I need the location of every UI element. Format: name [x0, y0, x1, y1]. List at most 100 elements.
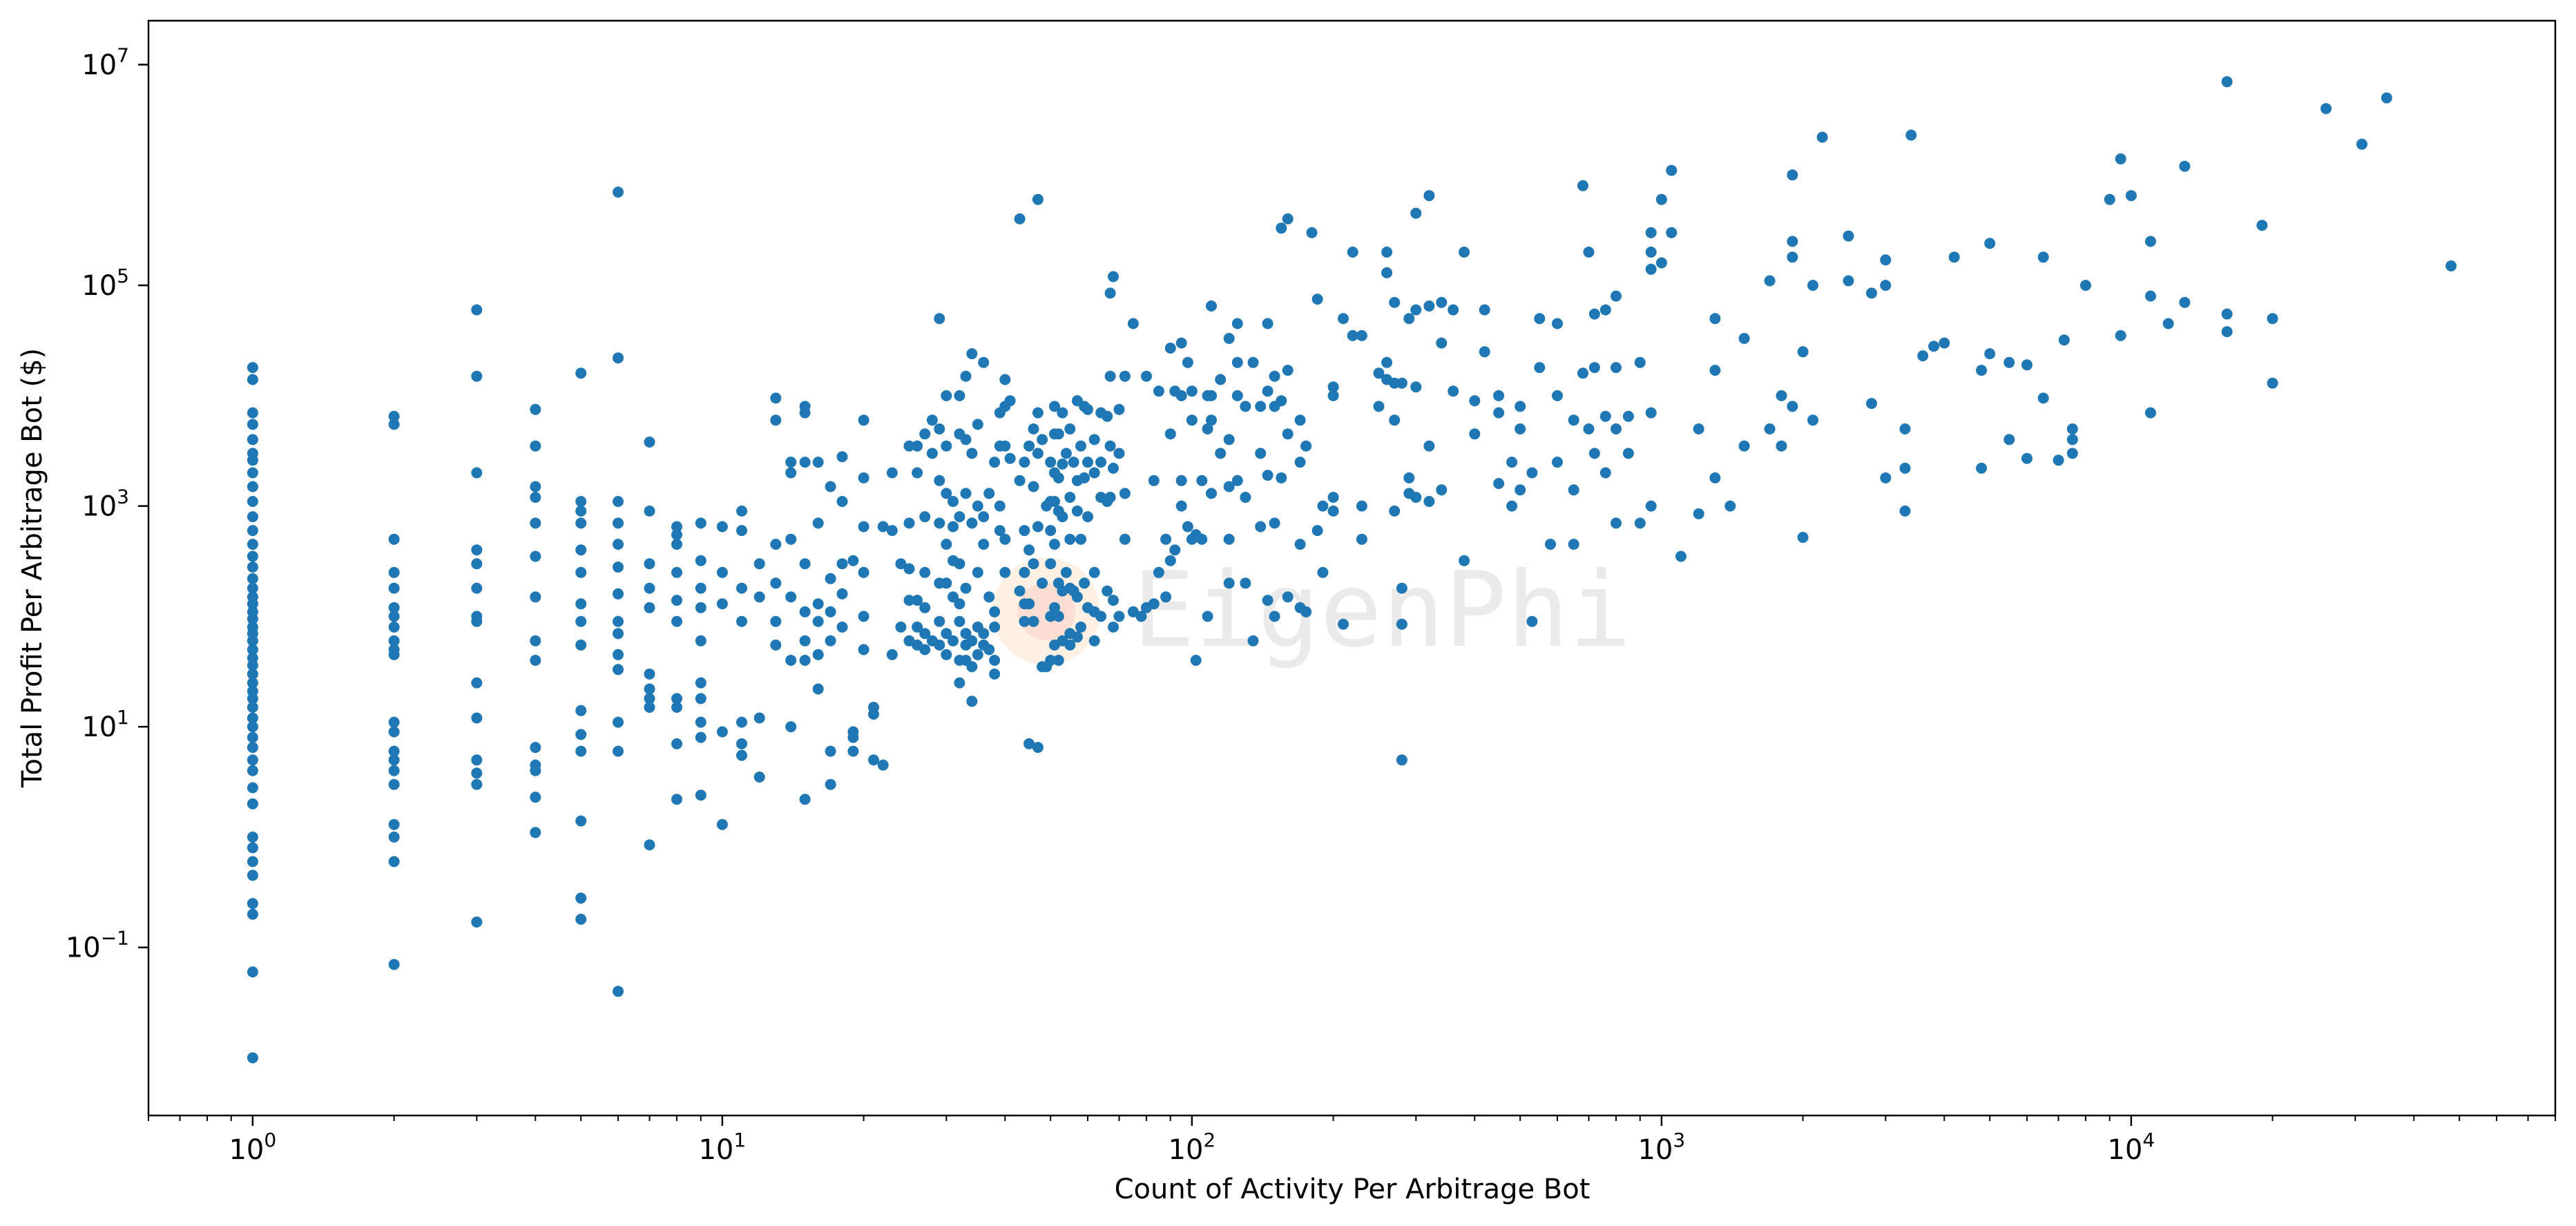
data-point [247, 539, 258, 550]
data-point [695, 693, 707, 705]
data-point [1052, 655, 1064, 666]
data-point [1552, 457, 1563, 468]
data-points [247, 76, 2457, 1064]
data-point [941, 390, 952, 401]
data-point [530, 550, 541, 562]
data-point [1240, 492, 1251, 503]
data-point [1186, 414, 1198, 426]
data-point [1552, 390, 1563, 401]
data-point [1347, 247, 1358, 258]
data-point [1880, 472, 1892, 483]
data-point [1899, 505, 1911, 517]
data-point [247, 712, 258, 724]
data-point [948, 496, 959, 507]
data-point [1057, 407, 1068, 419]
data-point [1240, 577, 1251, 589]
data-point [695, 731, 707, 743]
data-point [1294, 457, 1306, 468]
data-point [1231, 390, 1243, 401]
data-point [1645, 247, 1657, 258]
data-point [1327, 505, 1339, 517]
data-point [1410, 304, 1422, 316]
data-point [2320, 103, 2332, 115]
data-point [1899, 462, 1911, 474]
data-point [644, 582, 655, 594]
data-point [1052, 472, 1064, 483]
data-point [1599, 410, 1611, 422]
data-point [1843, 230, 1854, 242]
data-point [575, 496, 587, 507]
data-point [247, 434, 258, 446]
data-point [785, 457, 797, 468]
data-point [941, 628, 952, 640]
data-point [966, 635, 978, 646]
data-point [388, 419, 400, 430]
data-point [1423, 190, 1435, 202]
data-point [247, 550, 258, 562]
data-point [983, 591, 995, 603]
data-point [247, 644, 258, 655]
data-point [999, 566, 1011, 578]
data-point [785, 655, 797, 666]
data-point [978, 511, 990, 523]
data-point [247, 454, 258, 466]
data-point [2080, 280, 2091, 291]
data-point [960, 582, 972, 594]
data-point [983, 644, 995, 655]
data-point [895, 621, 907, 633]
data-point [1028, 423, 1039, 434]
data-point [247, 598, 258, 610]
data-point [1306, 227, 1318, 238]
data-point [1196, 533, 1208, 545]
data-point [388, 635, 400, 646]
data-point [1240, 401, 1251, 412]
data-point [1023, 738, 1035, 749]
data-point [1948, 251, 1960, 263]
data-point [1403, 472, 1415, 483]
data-point [1577, 367, 1588, 379]
data-point [247, 407, 258, 419]
data-point [1045, 655, 1057, 666]
data-point [1588, 448, 1600, 459]
data-point [1104, 492, 1116, 503]
data-point [1175, 390, 1187, 401]
data-point [1534, 313, 1546, 325]
data-point [972, 649, 983, 660]
data-point [785, 591, 797, 603]
data-point [1423, 496, 1435, 507]
data-point [1693, 508, 1704, 519]
data-point [1160, 533, 1172, 545]
data-point [613, 664, 624, 676]
data-point [1634, 517, 1646, 529]
data-point [2003, 434, 2015, 446]
data-point [912, 467, 923, 479]
data-point [247, 1052, 258, 1064]
data-point [966, 661, 978, 673]
data-point [1045, 525, 1057, 537]
data-point [1709, 472, 1721, 483]
y-tick-label: 107 [81, 44, 129, 82]
data-point [2221, 326, 2233, 338]
data-point [2115, 329, 2126, 341]
data-point [1223, 481, 1235, 492]
data-point [1515, 484, 1526, 496]
y-axis-label: Total Profit Per Arbitrage Bot ($) [17, 348, 48, 788]
data-point [736, 738, 747, 749]
data-point [1164, 555, 1176, 566]
data-point [978, 628, 990, 640]
data-point [1247, 356, 1259, 368]
data-point [972, 419, 983, 430]
data-point [1976, 462, 1988, 474]
data-point [1634, 356, 1646, 368]
data-point [613, 539, 624, 550]
data-point [1215, 374, 1227, 385]
data-point [247, 831, 258, 843]
data-point [247, 754, 258, 766]
data-point [1655, 257, 1667, 269]
data-point [1506, 500, 1518, 512]
data-point [1028, 558, 1039, 570]
data-point [530, 742, 541, 754]
data-point [1526, 467, 1538, 479]
data-point [1071, 505, 1083, 517]
data-point [530, 827, 541, 839]
